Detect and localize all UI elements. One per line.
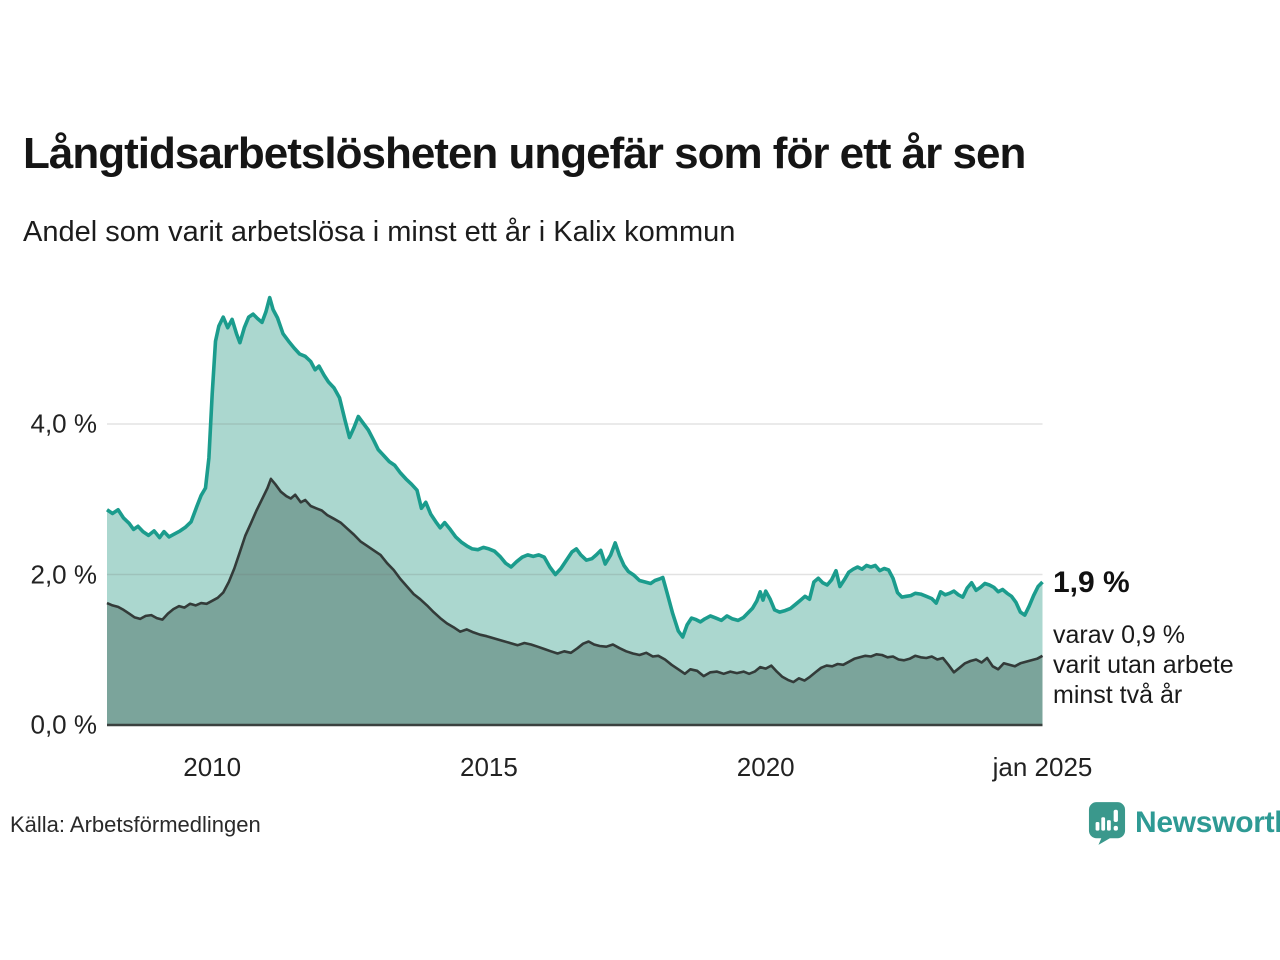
- series-one-year-line: [105, 295, 1044, 639]
- chart-subtitle: Andel som varit arbetslösa i minst ett å…: [23, 216, 736, 248]
- y-tick-label: 2,0 %: [30, 559, 98, 589]
- x-tick-label: jan 2025: [992, 752, 1093, 782]
- annotation-line-3: minst två år: [1053, 681, 1183, 709]
- newsworthy-logo: Newsworthy: [1088, 801, 1280, 845]
- series-two-year-line: [106, 477, 1044, 684]
- annotation-line-1: varav 0,9 %: [1053, 621, 1186, 649]
- y-tick-label: 0,0 %: [30, 709, 98, 740]
- page-title: Långtidsarbetslösheten ungefär som för e…: [23, 129, 1026, 178]
- newsworthy-bubble-chart-icon: [1088, 801, 1126, 845]
- annotation-line-2: varit utan arbete: [1053, 651, 1234, 679]
- gridlines: [107, 423, 1043, 576]
- newsworthy-logo-text: Newsworthy: [1135, 806, 1280, 839]
- series-two-year-area: [107, 478, 1043, 725]
- secondary-value-label: varav 0,9 % varit utan arbete minst två …: [1053, 620, 1234, 710]
- x-tick-label: 2015: [460, 752, 518, 782]
- x-tick-label: 2010: [183, 752, 242, 782]
- y-tick-label: 4,0 %: [30, 408, 98, 439]
- x-tick-label: 2020: [736, 752, 795, 782]
- source-credit: Källa: Arbetsförmedlingen: [10, 812, 261, 837]
- last-value-label: 1,9 %: [1053, 566, 1130, 599]
